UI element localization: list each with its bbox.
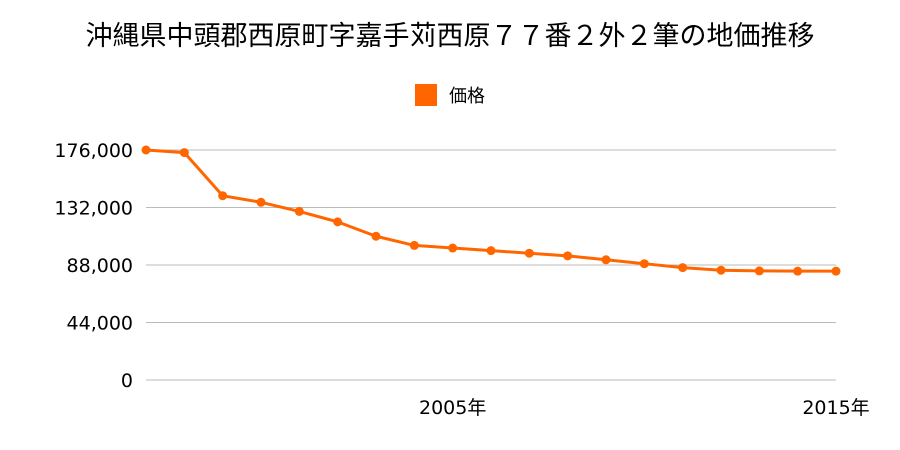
y-axis-tick-labels: 176,000 132,000 88,000 44,000 0 [54,140,133,392]
data-point [409,240,419,250]
y-tick-label: 0 [121,370,133,392]
legend-label: 価格 [449,86,485,107]
grid-lines [146,149,836,381]
data-point [141,145,151,155]
x-tick-label: 2005年 [419,397,486,419]
data-point [256,197,266,207]
y-tick-label: 88,000 [67,255,133,277]
data-point [294,206,304,216]
y-tick-label: 132,000 [54,198,133,220]
chart-title: 沖縄県中頭郡西原町字嘉手苅西原７７番２外２筆の地価推移 [85,21,815,52]
data-point [448,243,458,253]
y-tick-label: 44,000 [67,313,133,335]
data-point [716,265,726,275]
data-point [179,148,189,158]
data-point [333,217,343,227]
data-point [831,266,841,276]
data-point [486,246,496,256]
x-tick-label: 2015年 [802,397,869,419]
data-point [218,191,228,201]
data-point [754,266,764,276]
data-point [639,259,649,269]
y-tick-label: 176,000 [54,140,133,162]
data-point [678,263,688,273]
data-points [141,145,841,276]
data-point [524,248,534,258]
legend: 価格 [0,82,900,108]
data-point [371,231,381,241]
data-point [793,266,803,276]
data-point [601,255,611,265]
data-point [563,251,573,261]
x-axis-tick-labels: 2005年 2015年 [419,397,870,419]
legend-swatch [415,84,437,106]
